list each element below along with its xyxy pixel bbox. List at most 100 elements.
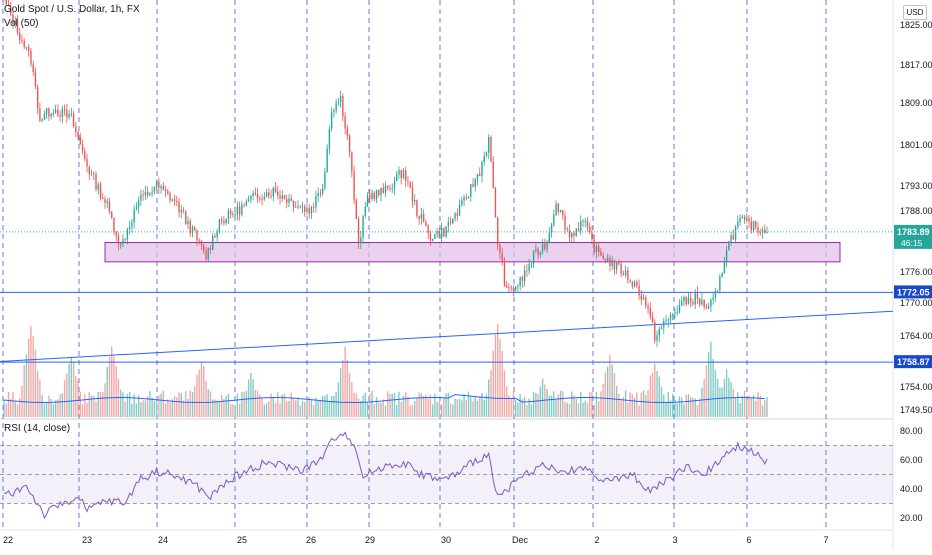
- price-tick-label: 1764.00: [900, 331, 932, 341]
- volume-bar: [342, 359, 344, 417]
- candle-body: [764, 229, 766, 233]
- candle-body: [342, 96, 344, 117]
- candle-body: [382, 188, 384, 193]
- candle-body: [196, 230, 198, 241]
- volume-bar: [485, 394, 488, 417]
- candle-body: [575, 228, 577, 236]
- volume-bar: [609, 355, 611, 417]
- volume-bar: [429, 394, 432, 417]
- candle-body: [719, 276, 721, 291]
- candle-body: [488, 137, 490, 153]
- volume-bar: [407, 396, 409, 417]
- candle-body: [97, 184, 99, 190]
- candle-body: [185, 211, 187, 224]
- candle-body: [344, 116, 346, 129]
- candle-body: [452, 218, 454, 224]
- volume-bar: [604, 372, 607, 417]
- volume-bar: [59, 394, 61, 417]
- candle-body: [595, 246, 598, 253]
- volume-bar: [391, 393, 393, 417]
- volume-bar: [124, 401, 126, 417]
- volume-bar: [387, 391, 389, 417]
- volume-bar: [16, 404, 19, 417]
- candle-body: [665, 320, 667, 322]
- time-tick-label: 7: [823, 535, 828, 545]
- candle-body: [663, 321, 665, 328]
- volume-bar: [84, 394, 86, 417]
- candle-body: [113, 217, 115, 232]
- volume-bar: [553, 391, 555, 417]
- volume-bar: [663, 394, 665, 417]
- candle-body: [119, 243, 122, 245]
- volume-bar: [479, 396, 481, 417]
- volume-bar: [618, 393, 620, 417]
- candle-body: [104, 199, 106, 203]
- volume-bar: [750, 397, 752, 417]
- volume-bar: [665, 401, 667, 417]
- price-tick-label: 1809.00: [900, 98, 932, 108]
- candle-body: [672, 314, 674, 315]
- volume-bar: [348, 373, 351, 417]
- volume-bar: [5, 403, 7, 417]
- candle-body: [137, 200, 140, 208]
- candle-body: [467, 196, 470, 199]
- candle-body: [631, 281, 634, 287]
- volume-bar: [288, 400, 290, 417]
- volume-bar: [467, 391, 470, 417]
- candle-body: [111, 211, 113, 218]
- volume-bar: [32, 336, 34, 417]
- candle-body: [259, 198, 261, 200]
- volume-bar: [734, 397, 737, 417]
- candle-body: [209, 248, 212, 250]
- volume-bar: [514, 400, 517, 417]
- candle-body: [389, 187, 391, 189]
- volume-bar: [344, 346, 346, 417]
- candle-body: [604, 259, 607, 262]
- candle-body: [34, 71, 37, 87]
- volume-bar: [422, 396, 425, 417]
- candle-body: [272, 188, 274, 197]
- volume-bar: [39, 379, 41, 417]
- candle-body: [229, 210, 232, 214]
- candle-body: [214, 236, 216, 238]
- candle-body: [555, 203, 557, 215]
- candle-body: [187, 221, 189, 224]
- volume-bar: [658, 376, 660, 417]
- candle-body: [194, 227, 196, 231]
- candle-body: [164, 189, 167, 191]
- volume-bar: [425, 394, 427, 417]
- candle-body: [546, 241, 548, 250]
- volume-bar: [434, 393, 436, 417]
- volume-bar: [265, 403, 268, 417]
- volume-bar: [719, 387, 721, 417]
- trendline: [0, 310, 894, 362]
- volume-bar: [270, 393, 272, 417]
- volume-bar: [191, 391, 194, 417]
- candle-body: [721, 273, 723, 277]
- candle-body: [620, 264, 622, 275]
- candle-body: [68, 114, 70, 118]
- candle-body: [723, 261, 726, 274]
- volume-bar: [692, 397, 694, 417]
- candle-body: [10, 5, 12, 15]
- candle-body: [330, 112, 333, 129]
- candle-body: [306, 208, 308, 212]
- candle-body: [571, 233, 573, 238]
- volume-bar: [651, 372, 654, 417]
- candle-body: [59, 115, 61, 117]
- volume-bar: [398, 391, 400, 417]
- candle-body: [122, 239, 124, 244]
- volume-bar: [203, 365, 205, 417]
- volume-bar: [268, 401, 270, 417]
- candle-body: [391, 188, 393, 190]
- candle-body: [297, 206, 299, 208]
- volume-bar: [218, 401, 221, 417]
- volume-bar: [77, 379, 79, 417]
- currency-badge[interactable]: USD: [903, 5, 927, 20]
- candle-body: [39, 108, 41, 121]
- candle-body: [746, 218, 748, 220]
- candle-body: [126, 229, 129, 240]
- candle-body: [108, 201, 111, 212]
- candle-body: [438, 231, 441, 239]
- candle-body: [19, 32, 21, 40]
